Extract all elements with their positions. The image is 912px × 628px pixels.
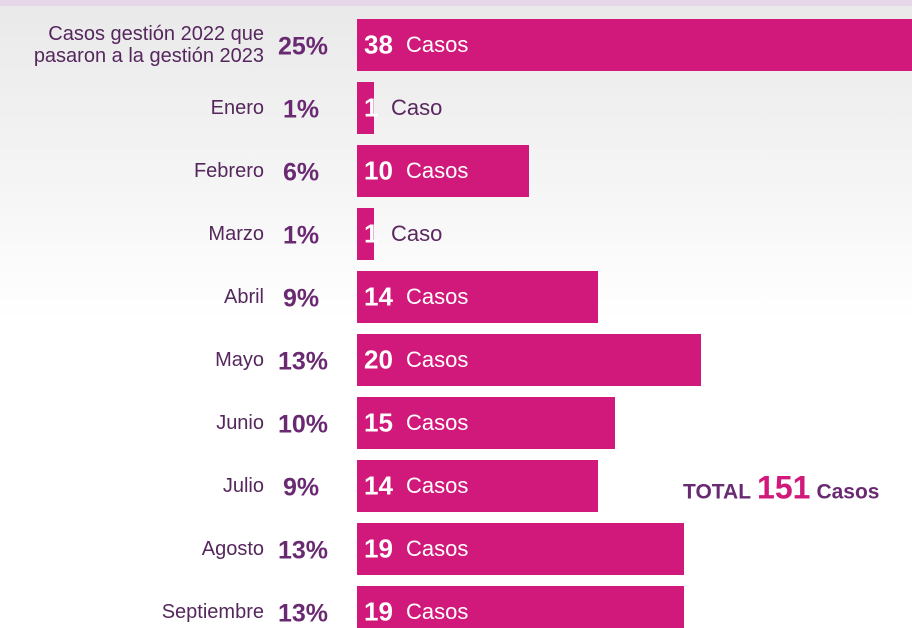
bar [357, 208, 375, 260]
bar [357, 145, 529, 197]
category-label: Mayo [215, 349, 264, 371]
total-value: 151 [757, 469, 811, 506]
total-label: TOTAL [683, 480, 752, 504]
total-unit: Casos [816, 480, 880, 504]
unit-label: Casos [406, 536, 469, 561]
percentage-label: 6% [283, 158, 320, 187]
bar [357, 271, 598, 323]
percentage-label: 13% [278, 347, 329, 376]
bar [357, 19, 912, 71]
unit-label: Casos [406, 410, 469, 435]
bar [357, 586, 684, 628]
value-label: 14 [364, 281, 393, 312]
percentage-label: 9% [283, 473, 320, 502]
percentage-label: 13% [278, 536, 329, 565]
unit-label: Casos [406, 473, 469, 498]
value-label: 19 [364, 596, 393, 627]
percentage-label: 1% [283, 221, 320, 250]
percentage-label: 25% [278, 32, 329, 61]
bar [357, 82, 375, 134]
bar [357, 397, 615, 449]
value-label: 19 [364, 533, 393, 564]
unit-label: Caso [391, 95, 443, 120]
bar [357, 460, 598, 512]
category-label: Febrero [193, 160, 264, 182]
value-label: 1 [364, 92, 379, 123]
unit-label: Casos [406, 158, 469, 183]
percentage-label: 1% [283, 95, 320, 124]
unit-label: Casos [406, 347, 469, 372]
category-label: Septiembre [161, 601, 264, 623]
category-label: Marzo [208, 223, 264, 245]
bar [357, 523, 684, 575]
unit-label: Casos [406, 599, 469, 624]
total: TOTAL 151 Casos [683, 470, 879, 507]
value-label: 14 [364, 470, 393, 501]
unit-label: Casos [406, 284, 469, 309]
value-label: 1 [364, 218, 379, 249]
value-label: 10 [364, 155, 393, 186]
category-label: Casos gestión 2022 que pasaron a la gest… [33, 23, 264, 67]
percentage-label: 13% [278, 599, 329, 628]
percentage-label: 10% [278, 410, 329, 439]
category-label: Julio [222, 475, 264, 497]
unit-label: Caso [391, 221, 443, 246]
category-label: Junio [216, 412, 264, 434]
value-label: 38 [364, 29, 393, 60]
top-rule [0, 0, 912, 6]
category-label: Abril [223, 286, 264, 308]
unit-label: Casos [406, 32, 469, 57]
value-label: 20 [364, 344, 393, 375]
value-label: 15 [364, 407, 393, 438]
bar [357, 334, 701, 386]
percentage-label: 9% [283, 284, 320, 313]
category-label: Enero [210, 97, 264, 119]
category-label: Agosto [201, 538, 264, 560]
